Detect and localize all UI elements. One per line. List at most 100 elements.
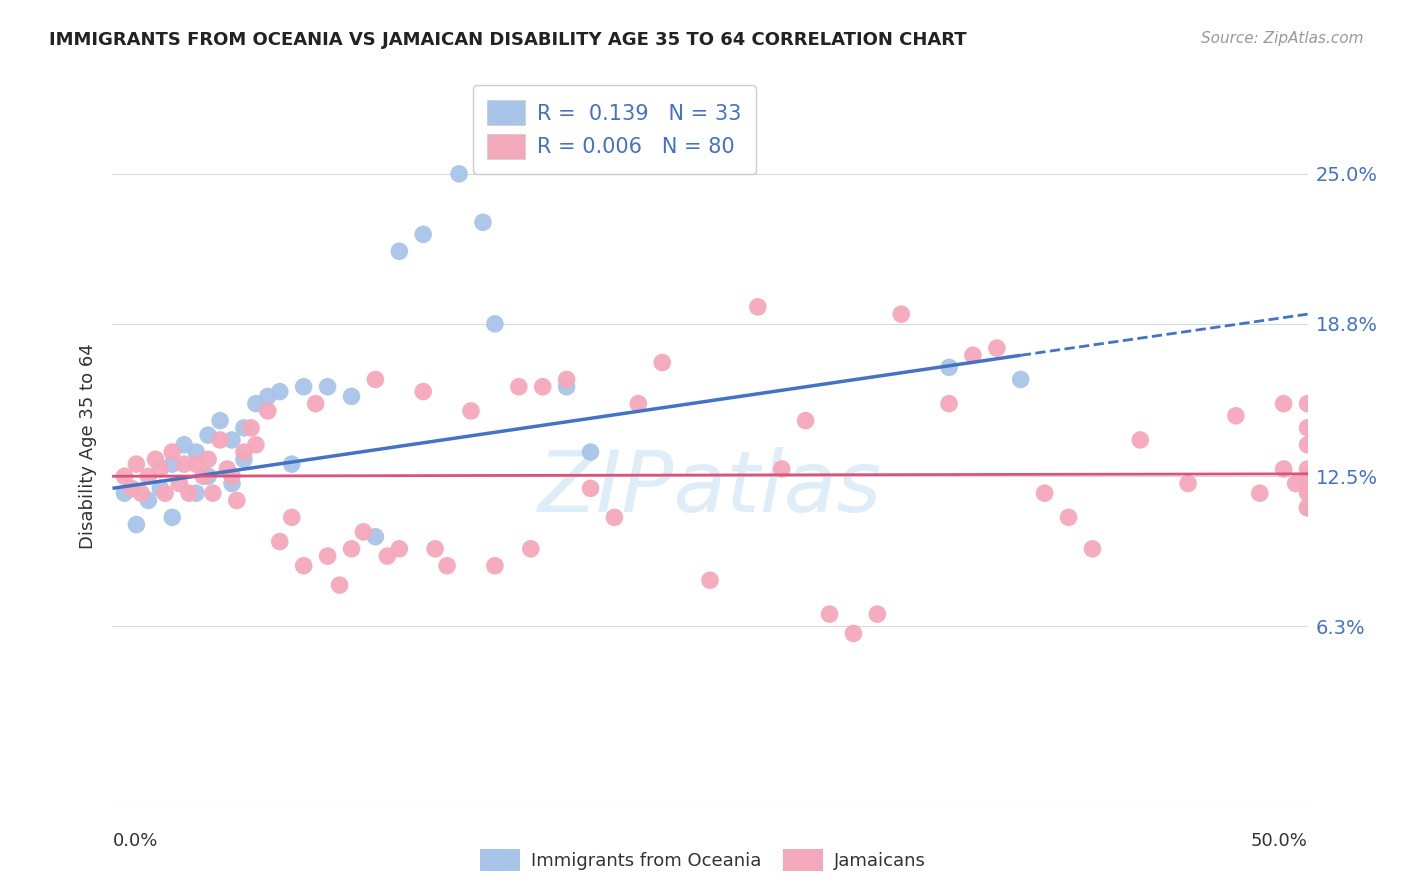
Point [129,486,152,500]
Point [1296,481,1319,495]
Point [316,380,339,394]
Point [138,469,160,483]
Point [340,541,363,556]
Point [555,380,578,394]
Point [149,481,172,495]
Point [1296,486,1319,500]
Point [209,414,232,428]
Point [292,380,315,394]
Y-axis label: Disability Age 35 to 64: Disability Age 35 to 64 [79,343,97,549]
Point [352,524,374,539]
Point [269,384,291,399]
Point [579,445,602,459]
Point [388,244,411,259]
Point [1285,476,1308,491]
Point [627,397,650,411]
Point [412,227,434,242]
Point [209,433,232,447]
Point [890,307,912,321]
Point [938,397,960,411]
Point [747,300,769,314]
Point [186,445,208,459]
Point [1296,481,1319,495]
Point [531,380,554,394]
Point [197,452,219,467]
Point [520,541,543,556]
Point [114,469,135,483]
Point [1249,486,1271,500]
Legend: R =  0.139   N = 33, R = 0.006   N = 80: R = 0.139 N = 33, R = 0.006 N = 80 [472,86,756,174]
Point [240,421,263,435]
Point [125,457,148,471]
Point [125,517,148,532]
Point [472,215,495,229]
Point [162,457,183,471]
Point [938,360,960,375]
Point [177,486,200,500]
Point [794,414,817,428]
Point [651,355,673,369]
Point [340,389,363,403]
Point [1225,409,1247,423]
Point [233,445,256,459]
Point [579,481,602,495]
Point [233,452,256,467]
Point [1177,476,1199,491]
Point [1296,438,1319,452]
Point [329,578,352,592]
Point [377,549,399,563]
Point [169,476,191,491]
Point [233,421,256,435]
Point [245,397,267,411]
Point [149,462,172,476]
Point [145,452,167,467]
Point [193,469,215,483]
Point [1129,433,1152,447]
Legend: Immigrants from Oceania, Jamaicans: Immigrants from Oceania, Jamaicans [474,842,932,879]
Point [1296,397,1319,411]
Point [962,348,984,362]
Point [436,558,458,573]
Point [197,469,219,483]
Text: IMMIGRANTS FROM OCEANIA VS JAMAICAN DISABILITY AGE 35 TO 64 CORRELATION CHART: IMMIGRANTS FROM OCEANIA VS JAMAICAN DISA… [49,31,967,49]
Text: 0.0%: 0.0% [112,831,157,849]
Point [1010,372,1032,386]
Point [316,549,339,563]
Point [770,462,793,476]
Point [281,510,304,524]
Text: Source: ZipAtlas.com: Source: ZipAtlas.com [1201,31,1364,46]
Point [508,380,530,394]
Point [447,167,470,181]
Point [257,404,280,418]
Point [1296,500,1319,515]
Point [162,510,183,524]
Point [555,372,578,386]
Point [138,493,160,508]
Point [173,438,195,452]
Point [269,534,291,549]
Point [162,445,183,459]
Point [388,541,411,556]
Point [153,486,176,500]
Point [305,397,328,411]
Point [186,486,208,500]
Point [412,384,434,399]
Point [201,486,224,500]
Point [114,486,135,500]
Point [1033,486,1056,500]
Point [1296,481,1319,495]
Point [292,558,315,573]
Point [186,457,208,471]
Point [1272,397,1295,411]
Point [217,462,239,476]
Point [1272,462,1295,476]
Point [197,428,219,442]
Point [121,481,143,495]
Point [225,493,247,508]
Point [425,541,447,556]
Point [866,607,889,621]
Point [1296,462,1319,476]
Point [603,510,626,524]
Point [818,607,841,621]
Point [986,341,1008,355]
